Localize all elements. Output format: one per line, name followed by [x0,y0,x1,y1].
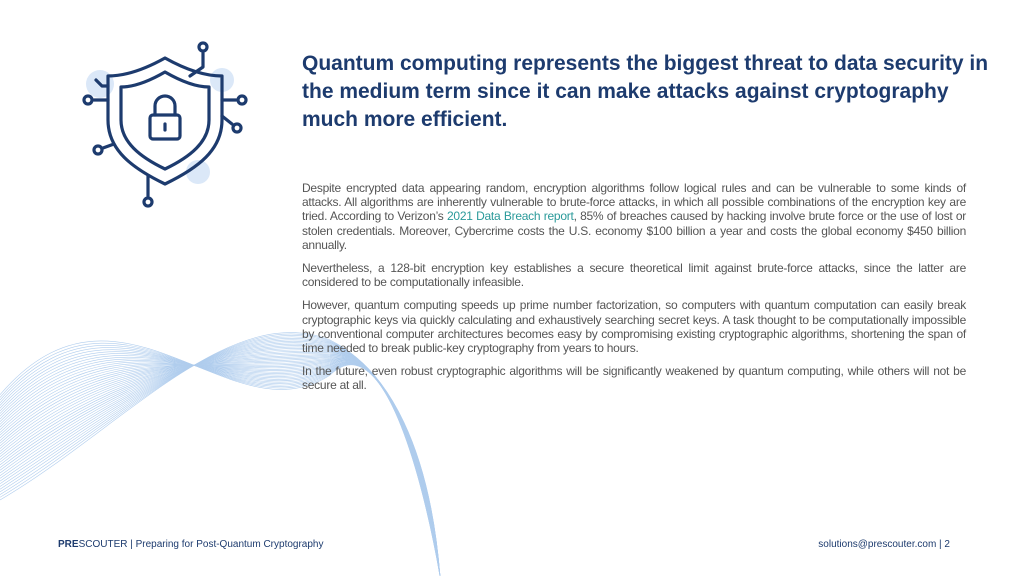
paragraph: Nevertheless, a 128-bit encryption key e… [302,261,966,290]
report-link[interactable]: 2021 Data Breach report [446,209,574,224]
brand-bold: PRE [58,539,79,550]
footer-brand: PRESCOUTER | Preparing for Post-Quantum … [58,539,324,550]
footer-contact: solutions@prescouter.com | 2 [818,539,950,550]
paragraph: Despite encrypted data appearing random,… [302,181,966,252]
wave-lines [0,332,441,576]
slide-title: Quantum computing represents the biggest… [302,52,989,131]
wave-line [0,340,441,576]
text: , 85% of breaches caused by hacking invo… [302,209,966,252]
paragraph: However, quantum computing speeds up pri… [302,298,966,356]
paragraph: In the future, even robust cryptographic… [302,364,966,393]
brand: SCOUTER [78,539,128,550]
shield-icon [82,41,248,208]
text: Despite encrypted data appearing random,… [302,181,966,224]
body-text: Despite encrypted data appearing random,… [302,181,966,402]
footer-subtitle: | Preparing for Post-Quantum Cryptograph… [127,539,324,550]
